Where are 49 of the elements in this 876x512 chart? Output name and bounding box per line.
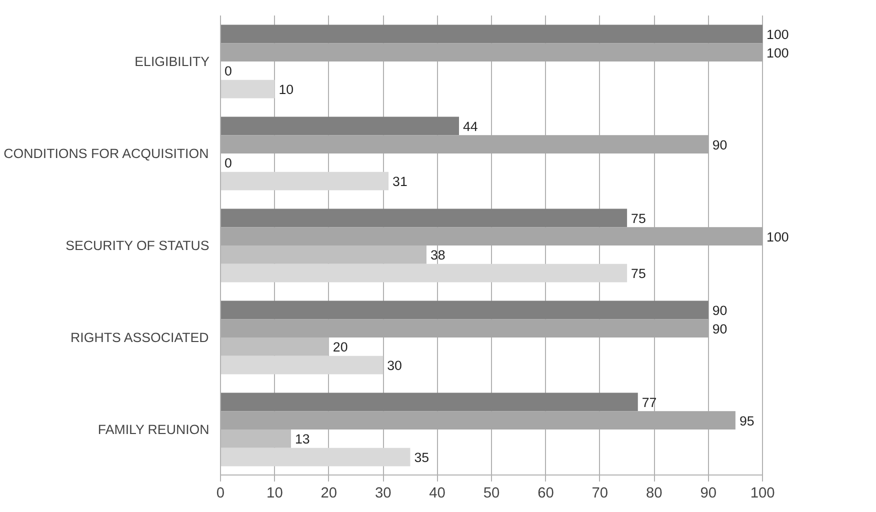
bar [220, 246, 426, 264]
data-label: 13 [294, 432, 310, 447]
bar [220, 208, 628, 228]
data-label: 100 [766, 229, 789, 244]
bar [220, 116, 460, 136]
x-tick-label: 0 [216, 486, 225, 502]
bar [220, 24, 763, 44]
data-label: 90 [712, 137, 728, 152]
y-tick-label: CONDITIONS FOR ACQUISITION [4, 146, 209, 161]
bar [220, 430, 291, 448]
bar [220, 356, 384, 374]
data-label: 0 [224, 156, 232, 171]
y-tick-label: FAMILY REUNION [98, 422, 210, 437]
data-label: 75 [631, 266, 646, 282]
bar [220, 80, 275, 98]
x-tick-label: 30 [374, 486, 392, 502]
x-tick-label: 20 [320, 486, 338, 502]
data-label: 31 [392, 174, 408, 190]
x-tick-label: 90 [700, 486, 717, 502]
data-label: 30 [387, 358, 402, 374]
y-tick-label: SECURITY OF STATUS [66, 238, 210, 253]
bar [220, 338, 329, 356]
data-label: 90 [712, 321, 728, 336]
data-label: 75 [631, 210, 646, 226]
x-tick-label: 10 [266, 486, 283, 502]
bar [220, 264, 628, 282]
data-label: 44 [463, 118, 478, 134]
data-label: 20 [332, 340, 348, 355]
x-tick-label: 60 [538, 486, 554, 502]
bar [220, 448, 410, 466]
data-label: 90 [712, 302, 728, 318]
data-label: 95 [739, 413, 754, 428]
x-tick-label: 100 [750, 486, 775, 502]
data-label: 100 [766, 45, 789, 60]
bar [220, 300, 708, 320]
bar [220, 392, 638, 412]
x-tick-label: 50 [483, 486, 500, 502]
data-label: 35 [414, 450, 430, 466]
x-tick-label: 70 [592, 486, 608, 502]
data-label: 100 [766, 26, 789, 42]
data-label: 0 [224, 64, 232, 79]
y-tick-label: ELIGIBILITY [134, 54, 210, 69]
bar [220, 172, 389, 190]
x-tick-label: 80 [646, 486, 662, 502]
data-label: 10 [278, 82, 294, 98]
data-label: 77 [642, 394, 657, 410]
x-tick-label: 40 [429, 486, 446, 502]
data-label: 38 [430, 248, 446, 263]
y-tick-label: RIGHTS ASSOCIATED [70, 330, 209, 345]
